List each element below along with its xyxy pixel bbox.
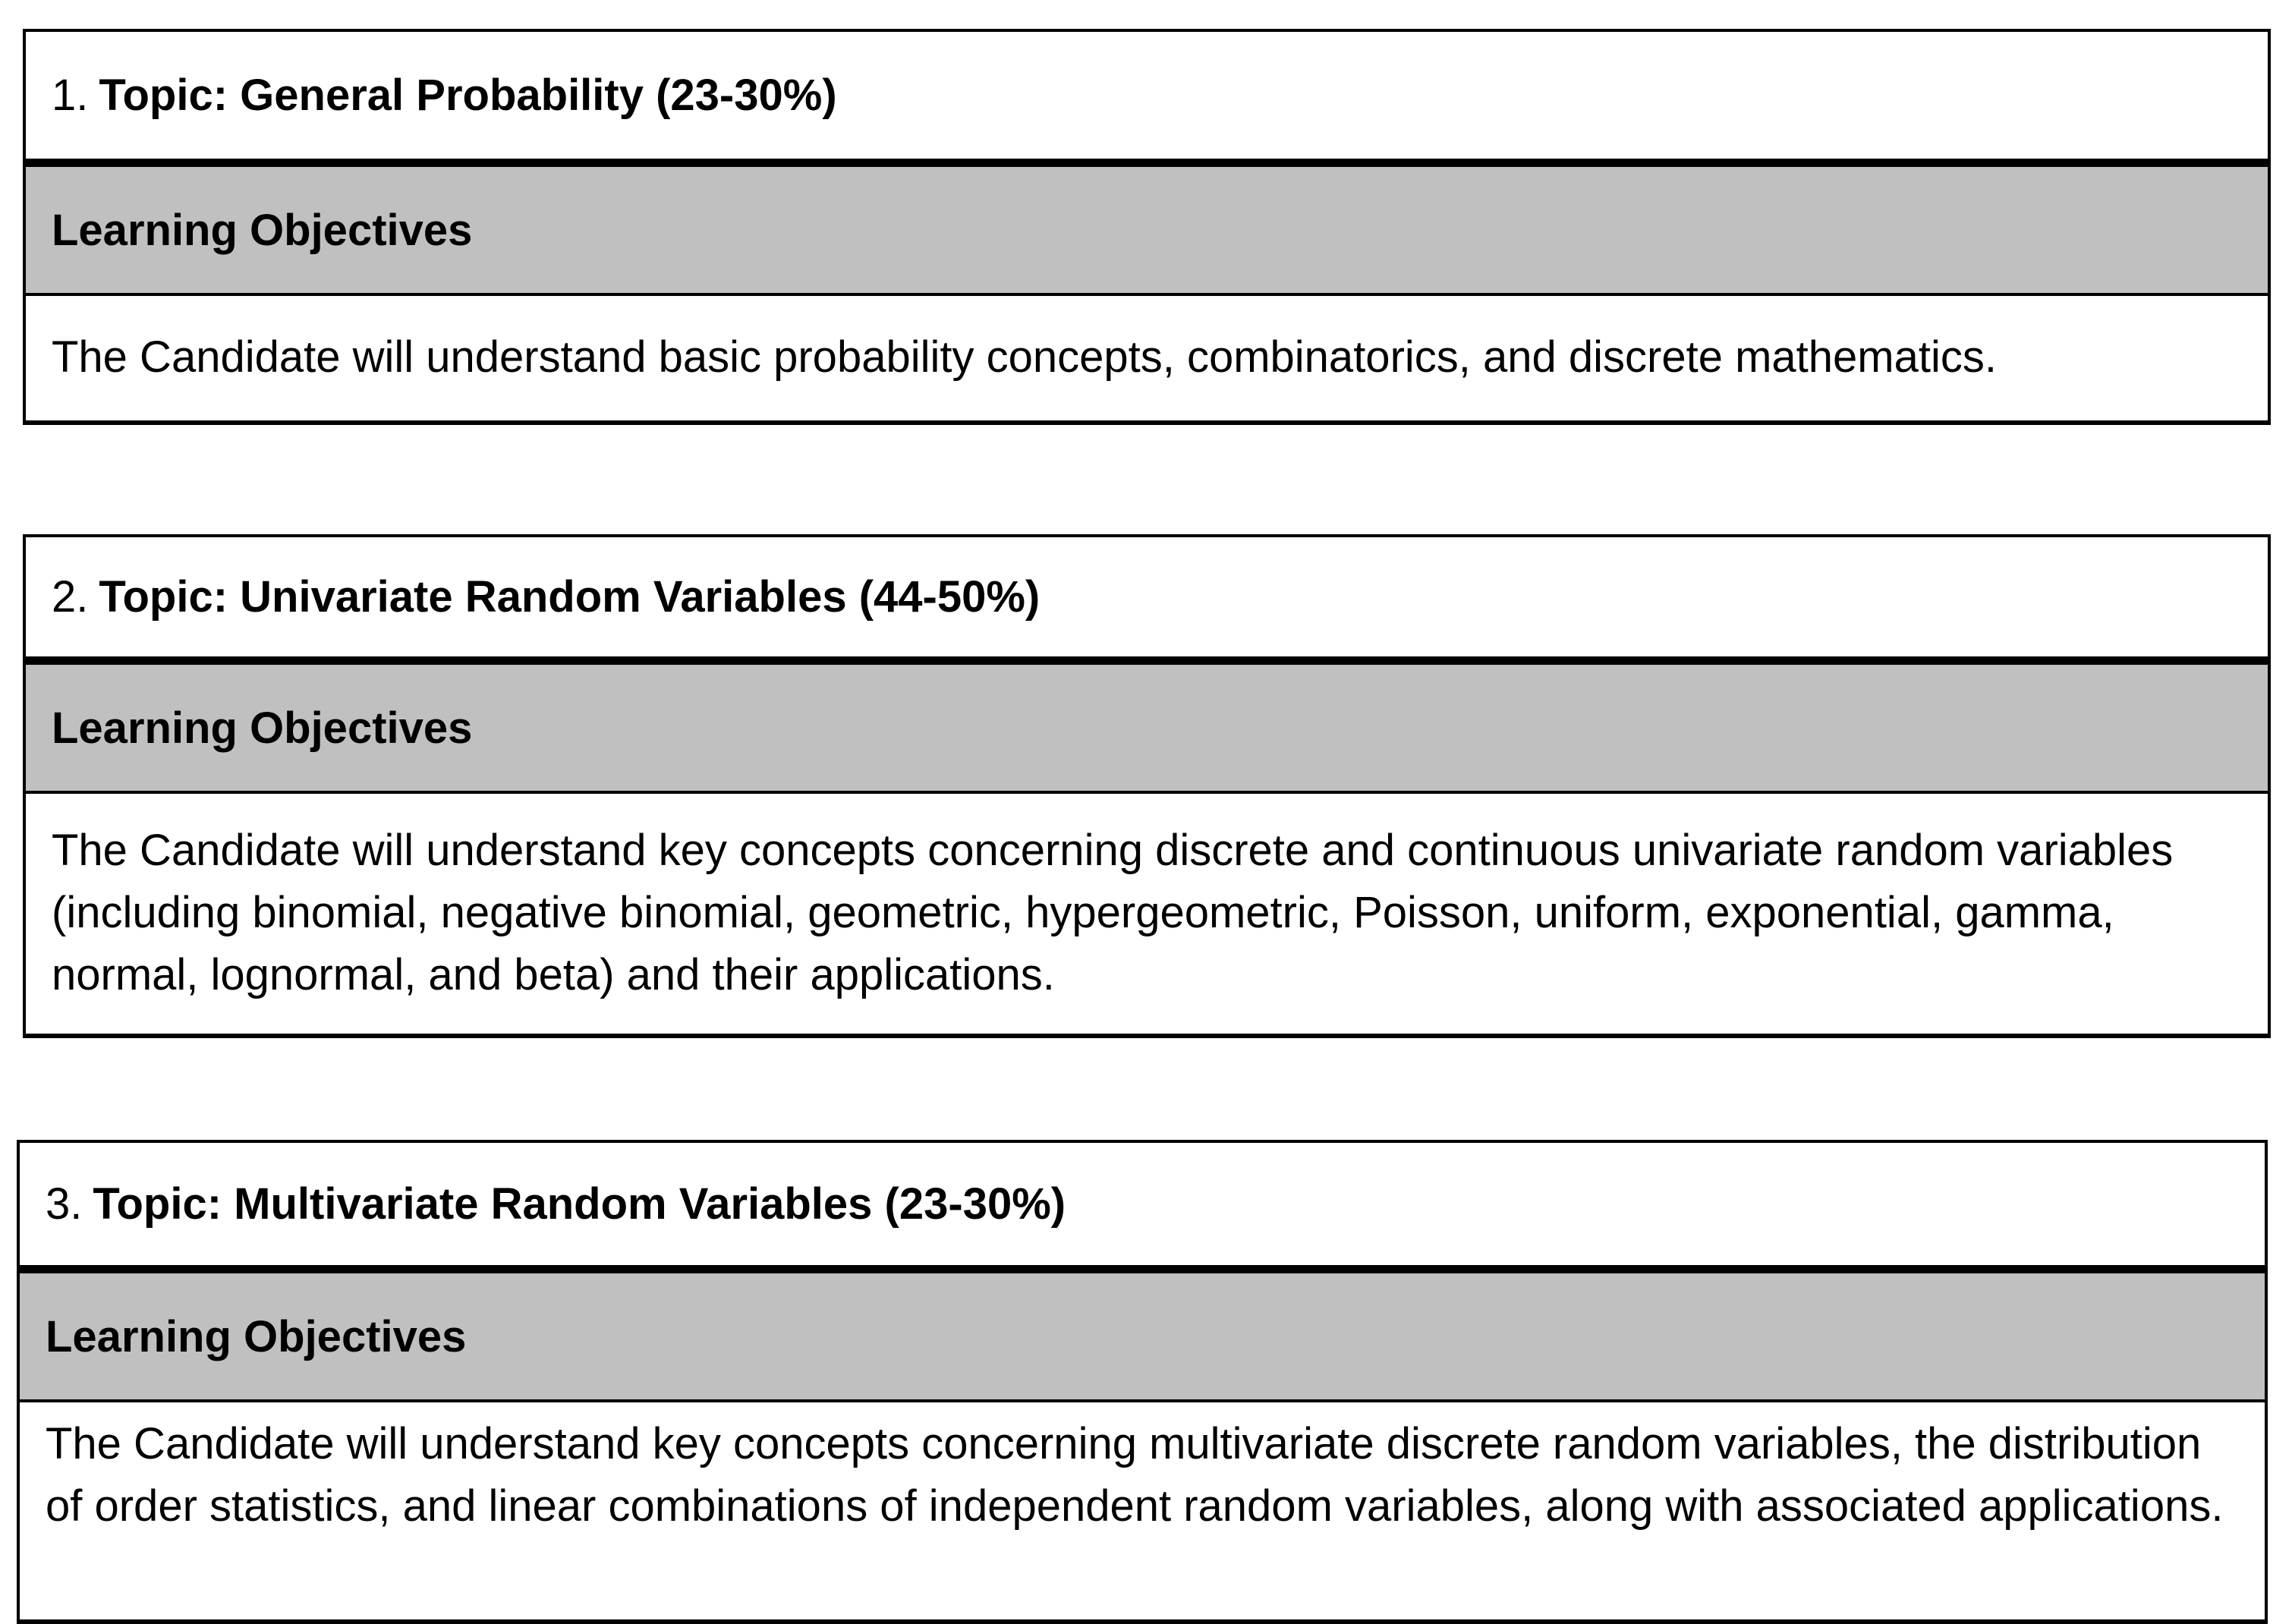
topic-description: The Candidate will understand key concep…: [26, 794, 2268, 1032]
topic-description-text: The Candidate will understand basic prob…: [52, 332, 1997, 382]
topic-title: Topic: Multivariate Random Variables (23…: [93, 1179, 1066, 1229]
topic-number: 2.: [52, 572, 89, 622]
topic-title: Topic: Univariate Random Variables (44-5…: [99, 572, 1041, 622]
topic-heading: 3. Topic: Multivariate Random Variables …: [20, 1143, 2265, 1273]
topic-description-text: The Candidate will understand key concep…: [46, 1419, 2224, 1531]
topic-number: 3.: [46, 1179, 83, 1229]
learning-objectives-header: Learning Objectives: [26, 665, 2268, 794]
learning-objectives-header: Learning Objectives: [20, 1273, 2265, 1402]
topic-heading: 1. Topic: General Probability (23-30%): [26, 32, 2268, 167]
topic-heading: 2. Topic: Univariate Random Variables (4…: [26, 537, 2268, 665]
topic-description-text: The Candidate will understand key concep…: [52, 826, 2174, 999]
topic-table-2: 2. Topic: Univariate Random Variables (4…: [23, 534, 2271, 1038]
learning-objectives-header: Learning Objectives: [26, 167, 2268, 296]
topic-table-3: 3. Topic: Multivariate Random Variables …: [17, 1140, 2268, 1624]
topic-description: The Candidate will understand key concep…: [20, 1402, 2265, 1622]
topic-title: Topic: General Probability (23-30%): [99, 71, 837, 120]
topic-description: The Candidate will understand basic prob…: [26, 296, 2268, 419]
topic-table-1: 1. Topic: General Probability (23-30%) L…: [23, 29, 2271, 425]
topic-number: 1.: [52, 71, 89, 120]
